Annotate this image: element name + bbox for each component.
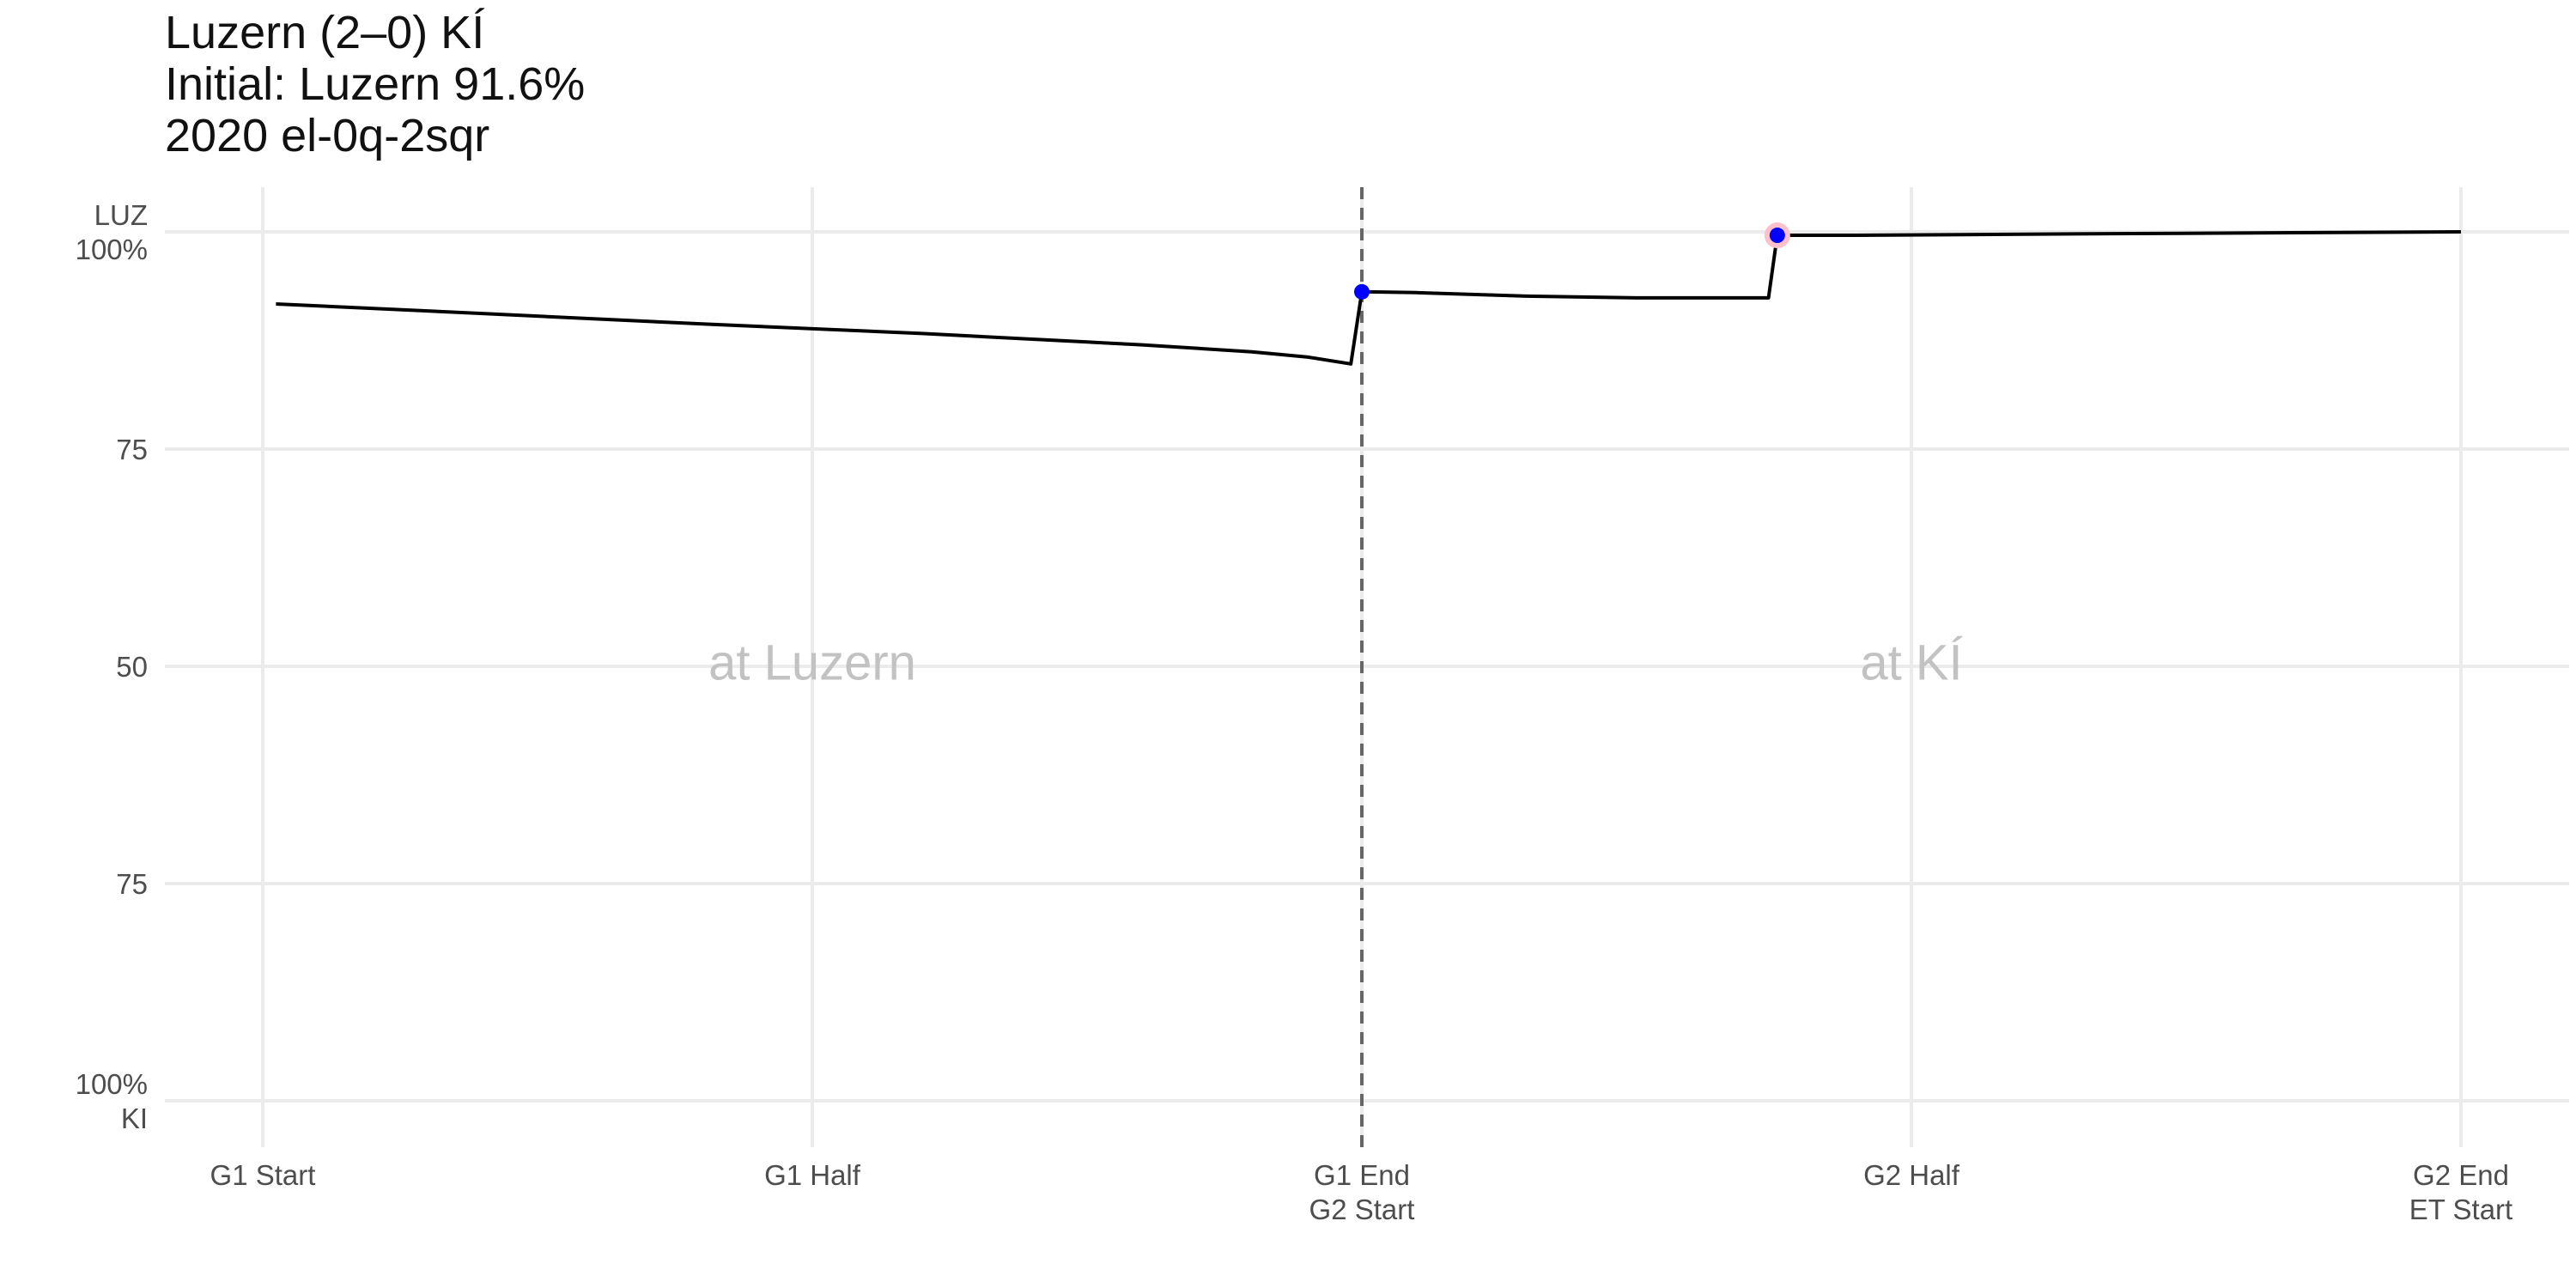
y-tick-label: 75 [116, 868, 148, 900]
goal-markers [1354, 222, 1790, 300]
y-tick-label: 50 [116, 651, 148, 683]
y-tick-label: 75 [116, 434, 148, 465]
x-tick-label: G1 Half [764, 1159, 861, 1191]
win-probability-line [276, 230, 2462, 366]
x-tick-label: G1 End [1314, 1159, 1410, 1191]
venue-label: at Luzern [708, 635, 916, 690]
x-tick-label: G2 Start [1309, 1194, 1415, 1225]
y-tick-label: 100% [76, 234, 148, 265]
goal-marker [1354, 283, 1370, 300]
x-tick-label: G1 Start [210, 1159, 316, 1191]
x-tick-label: G2 End [2413, 1159, 2509, 1191]
chart-title: Luzern (2–0) KÍ [165, 7, 485, 58]
chart-title-block: Luzern (2–0) KÍ Initial: Luzern 91.6% 20… [165, 7, 585, 161]
venue-labels: at Luzern at KÍ [708, 635, 1963, 690]
grid-lines [165, 187, 2569, 1147]
series-lines [276, 230, 2462, 366]
y-tick-label: 100% [76, 1068, 148, 1100]
y-tick-label: KI [121, 1103, 148, 1134]
goal-marker [1769, 228, 1785, 244]
x-tick-label: G2 Half [1863, 1159, 1960, 1191]
venue-label: at KÍ [1860, 635, 1963, 690]
x-tick-label: ET Start [2409, 1194, 2512, 1225]
chart-subtitle-initial: Initial: Luzern 91.6% [165, 58, 586, 110]
chart-subtitle-match-id: 2020 el-0q-2sqr [165, 110, 490, 161]
y-tick-label: LUZ [94, 199, 148, 231]
